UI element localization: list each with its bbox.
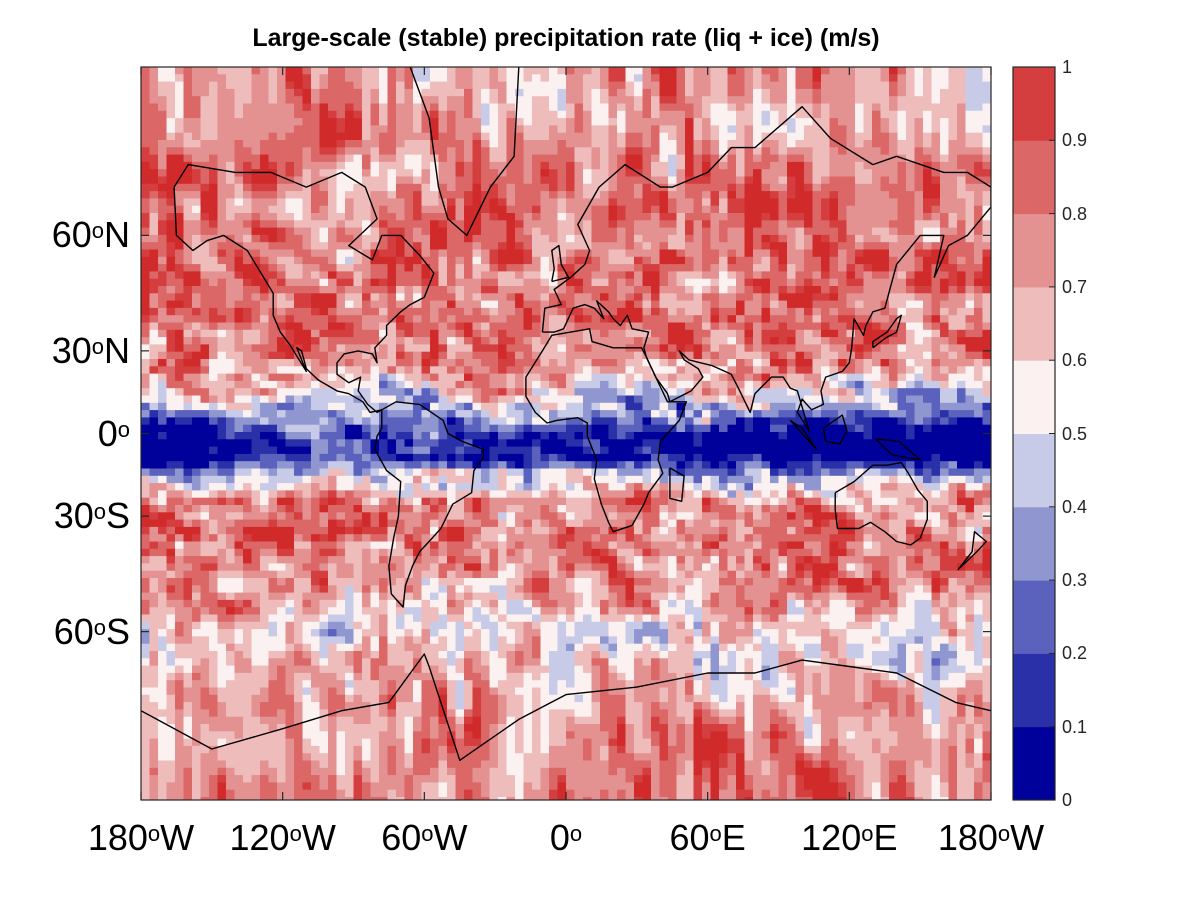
x-tick-label-0: 180oW [87,817,195,858]
colorbar-tick-label-10: 1 [1062,57,1073,77]
y-tick-label-4: 60oS [53,610,130,652]
coastline-10 [872,314,902,349]
x-tick-label-1: 120oW [229,817,336,858]
coastlines [141,67,991,761]
x-tick-label-2: 60oW [381,817,468,858]
colorbar-tick-label-0: 0 [1062,790,1073,810]
colorbar-segment-8 [1013,140,1055,215]
colorbar-tick-label-3: 0.3 [1062,570,1088,591]
colorbar-segment-3 [1013,506,1055,581]
coastline-2 [374,401,485,608]
x-tick-marks [140,67,992,800]
colorbar-segment-9 [1013,67,1055,141]
colorbar-tick-label-2: 0.2 [1062,643,1088,664]
y-tick-label-0: 60oN [51,214,130,256]
y-tick-marks [141,234,991,633]
coastline-6 [141,653,991,761]
colorbar-tick-label-4: 0.4 [1062,496,1088,517]
colorbar-tick-label-6: 0.6 [1062,350,1088,371]
coastline-11 [551,244,570,283]
colorbar-segment-6 [1013,286,1055,361]
colorbar-segment-1 [1013,653,1055,728]
coastline-0 [173,163,435,414]
x-tick-label-6: 180oW [937,817,1045,858]
colorbar-segment-7 [1013,213,1055,288]
colorbar-tick-label-5: 0.5 [1062,423,1088,444]
colorbar-segment-4 [1013,433,1055,508]
colorbar-segment-5 [1013,360,1055,434]
colorbar-segment-0 [1013,726,1055,801]
coastline-8 [822,414,848,445]
coastline-7 [789,419,817,450]
coastline-13 [669,467,685,502]
colorbar-tick-label-1: 0.1 [1062,716,1088,737]
y-tick-label-1: 30oN [51,329,130,371]
y-tick-label-3: 30oS [53,495,130,537]
coastline-4 [525,328,688,533]
precipitation-field [141,67,991,800]
coastline-9 [874,438,921,461]
colorbar-tick-label-7: 0.7 [1062,276,1088,297]
x-tick-label-4: 60oE [669,817,746,858]
x-tick-label-3: 0o [549,817,583,858]
colorbar-segment-2 [1013,580,1055,654]
colorbar-tick-label-8: 0.8 [1062,203,1088,224]
coastline-3 [541,106,991,432]
x-tick-label-5: 120oE [801,817,898,858]
coastline-5 [834,461,928,546]
y-tick-label-2: 0o [97,412,130,454]
chart-title: Large-scale (stable) precipitation rate … [252,24,880,52]
coastline-12 [957,531,987,571]
colorbar [1012,66,1056,801]
coastline-1 [409,67,520,237]
colorbar-tick-label-9: 0.9 [1062,130,1088,151]
